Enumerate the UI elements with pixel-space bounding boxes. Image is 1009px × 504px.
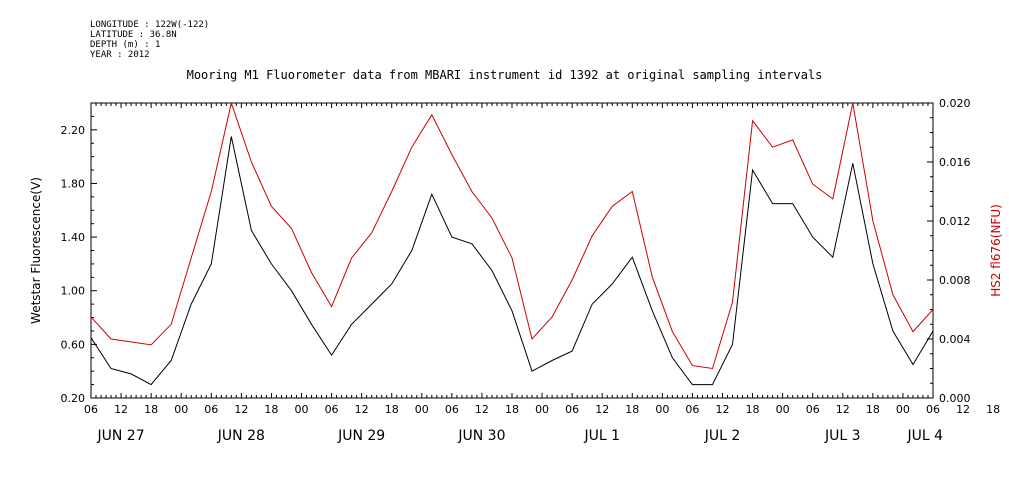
y-left-tick-label: 1.80 — [61, 177, 86, 190]
x-day-label: JUL 3 — [824, 428, 861, 444]
y-left-tick-label: 2.20 — [61, 124, 86, 137]
x-tick-label: 00 — [776, 403, 790, 416]
y-right-tick-label: 0.020 — [939, 97, 971, 110]
x-day-label: JUN 28 — [217, 428, 265, 444]
x-day-label: JUL 1 — [583, 428, 620, 444]
x-tick-label: 18 — [385, 403, 399, 416]
x-tick-label: 00 — [655, 403, 669, 416]
x-day-label: JUN 29 — [337, 428, 385, 444]
y-right-tick-label: 0.004 — [939, 333, 971, 346]
x-tick-label: 18 — [505, 403, 519, 416]
y-axis-label: Wetstar Fluorescence(V) — [29, 177, 43, 324]
year-text: YEAR : 2012 — [90, 50, 150, 60]
depth-text: DEPTH (m) : 1 — [90, 40, 161, 50]
x-tick-label: 12 — [114, 403, 128, 416]
y-right-tick-label: 0.008 — [939, 274, 971, 287]
x-tick-label: 18 — [746, 403, 760, 416]
series-line-fluorescence — [91, 136, 933, 386]
x-tick-label: 06 — [204, 403, 218, 416]
x-tick-label: 18 — [986, 403, 1000, 416]
x-tick-label: 12 — [956, 403, 970, 416]
x-tick-label: 12 — [475, 403, 489, 416]
x-tick-label: 06 — [685, 403, 699, 416]
plot-frame — [90, 102, 934, 399]
longitude-text: LONGITUDE : 122W(-122) — [90, 20, 210, 30]
x-tick-label: 00 — [295, 403, 309, 416]
y-left-tick-label: 1.00 — [61, 285, 86, 298]
x-tick-label: 00 — [174, 403, 188, 416]
latitude-text: LATITUDE : 36.8N — [90, 30, 177, 40]
x-day-label: JUL 2 — [704, 428, 741, 444]
series-line-fl676 — [91, 103, 933, 370]
y-right-tick-label: 0.016 — [939, 156, 971, 169]
x-day-label: JUN 27 — [97, 428, 145, 444]
x-tick-label: 06 — [445, 403, 459, 416]
x-tick-label: 06 — [926, 403, 940, 416]
y-right-tick-label: 0.012 — [939, 215, 971, 228]
x-tick-label: 12 — [595, 403, 609, 416]
x-tick-label: 18 — [625, 403, 639, 416]
x-tick-label: 18 — [144, 403, 158, 416]
x-tick-label: 00 — [415, 403, 429, 416]
x-day-label: JUN 30 — [457, 428, 505, 444]
x-tick-label: 00 — [896, 403, 910, 416]
y-left-tick-label: 1.40 — [61, 231, 86, 244]
x-tick-label: 18 — [264, 403, 278, 416]
x-tick-label: 06 — [565, 403, 579, 416]
x-tick-label: 06 — [325, 403, 339, 416]
y-left-tick-label: 0.20 — [61, 392, 86, 405]
y-right-tick-label: 0.000 — [939, 392, 971, 405]
x-tick-label: 18 — [866, 403, 880, 416]
x-tick-label: 12 — [836, 403, 850, 416]
x-tick-label: 06 — [806, 403, 820, 416]
chart-title: Mooring M1 Fluorometer data from MBARI i… — [186, 68, 823, 82]
x-tick-label: 00 — [535, 403, 549, 416]
x-tick-label: 12 — [716, 403, 730, 416]
x-day-label: JUL 4 — [906, 428, 943, 444]
y2-axis-label: HS2 fl676(NFU) — [989, 204, 1003, 297]
x-tick-label: 12 — [234, 403, 248, 416]
metadata-block: LONGITUDE : 122W(-122) LATITUDE : 36.8N … — [90, 20, 209, 60]
x-tick-label: 12 — [355, 403, 369, 416]
y-left-tick-label: 0.60 — [61, 338, 86, 351]
x-tick-label: 06 — [84, 403, 98, 416]
